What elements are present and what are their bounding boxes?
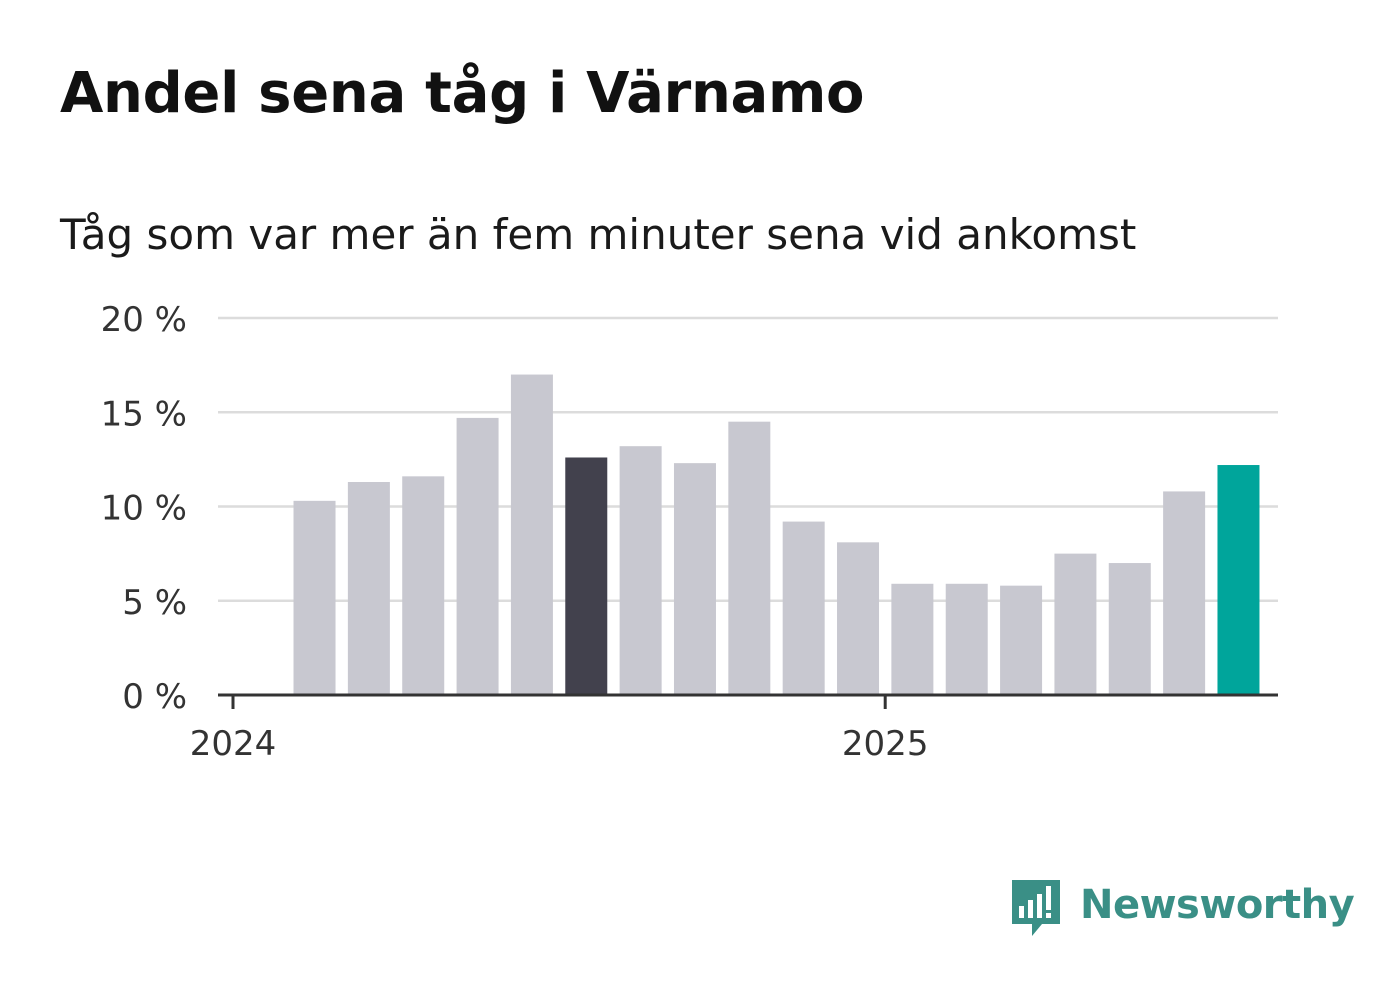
bar [347,481,390,695]
x-tick-label: 2024 [190,724,277,764]
bar [945,583,988,695]
chart-subtitle: Tåg som var mer än fem minuter sena vid … [60,210,1137,259]
y-tick-label: 5 % [122,583,187,623]
newsworthy-logo-icon [1012,880,1060,936]
bar [1054,553,1097,695]
y-tick-label: 0 % [122,677,187,717]
bar [402,476,445,695]
bar [456,417,499,695]
chart-title: Andel sena tåg i Värnamo [60,61,865,126]
bar [891,583,934,695]
bar [510,374,553,695]
newsworthy-logo: Newsworthy [1010,878,1355,940]
brand-name: Newsworthy [1080,882,1355,928]
x-tick-label: 2025 [842,724,929,764]
y-tick-label: 15 % [101,394,187,434]
bar [837,542,880,695]
bar [1000,585,1043,695]
bar [782,521,825,695]
bar [293,500,336,695]
bar [673,463,716,695]
bar [1217,465,1260,695]
bar [1108,563,1151,695]
bar [619,446,662,695]
y-tick-label: 10 % [101,489,187,529]
bar [728,421,771,695]
bar [565,457,608,695]
bar [1163,491,1206,695]
y-tick-label: 20 % [101,300,187,340]
